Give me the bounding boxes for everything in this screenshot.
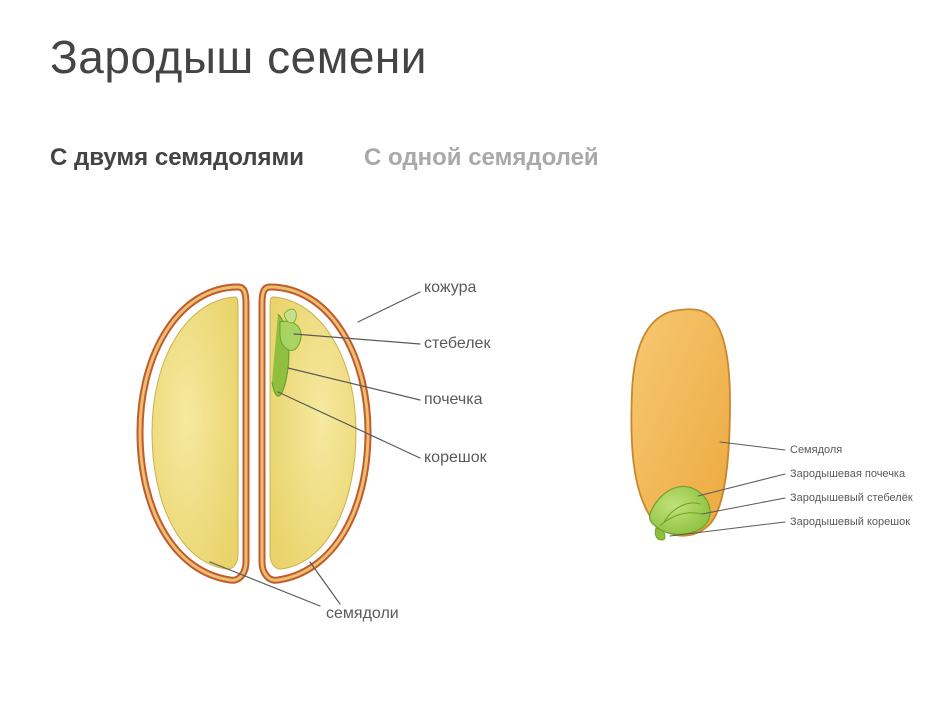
label-kozhura: кожура: [424, 279, 477, 296]
dicot-diagram: кожура стебелек почечка корешок семядоли: [120, 262, 500, 622]
label-semyadolya: Семядоля: [790, 444, 842, 456]
label-zkoreshok: Зародышевый корешок: [790, 516, 910, 528]
label-stebelek: стебелек: [424, 335, 491, 352]
subheadings-row: С двумя семядолями С одной семядолей: [50, 144, 900, 172]
label-pochechka: почечка: [424, 391, 483, 408]
page-title: Зародыш семени: [50, 30, 900, 84]
label-koreshok: корешок: [424, 449, 488, 466]
leader-kozhura: [358, 292, 420, 322]
label-semyadoli: семядоли: [326, 605, 399, 622]
monocot-diagram: Семядоля Зародышевая почечка Зародышевый…: [610, 292, 930, 592]
subheading-dicot: С двумя семядолями: [50, 144, 304, 172]
diagrams-area: кожура стебелек почечка корешок семядоли: [50, 202, 900, 652]
page: Зародыш семени С двумя семядолями С одно…: [0, 0, 940, 705]
subheading-monocot: С одной семядолей: [364, 144, 599, 172]
leader-semyadolya: [720, 442, 785, 450]
leader-semyadoli-r: [310, 562, 340, 604]
label-zpochechka: Зародышевая почечка: [790, 468, 906, 480]
label-zstebelek: Зародышевый стебелёк: [790, 492, 913, 504]
